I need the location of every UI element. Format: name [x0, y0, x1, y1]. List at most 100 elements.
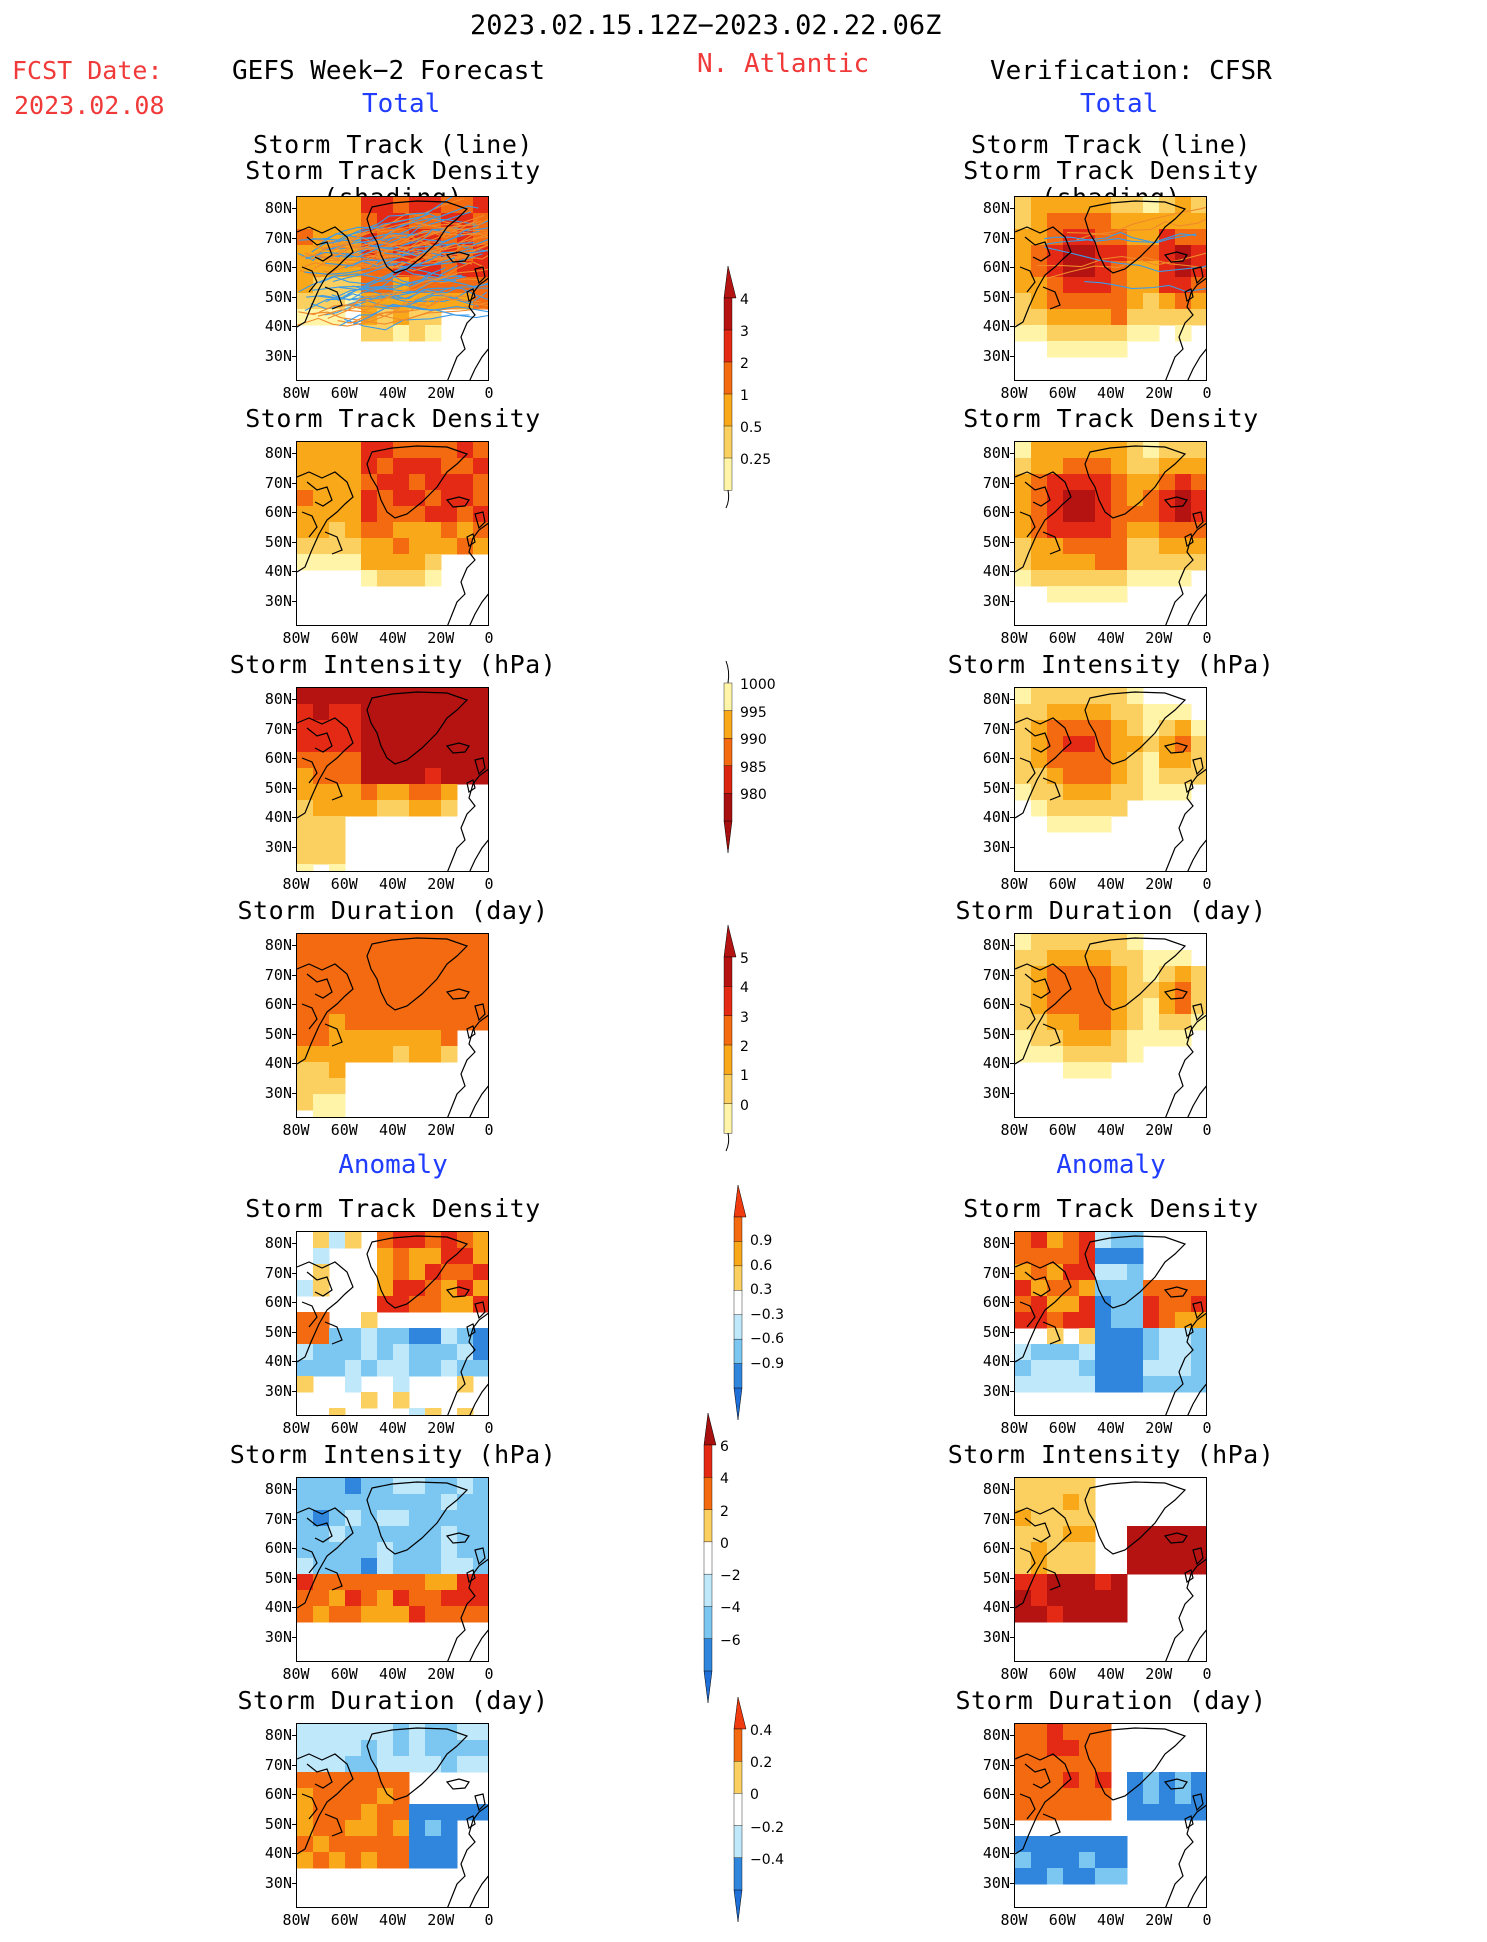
y-tick-label: 60N — [264, 1293, 292, 1311]
x-tick-label: 80W — [282, 384, 310, 402]
y-tick-mark — [292, 355, 296, 357]
colorbar-segment — [733, 1216, 743, 1242]
colorbar-label: 0.2 — [750, 1755, 773, 1772]
x-tick-label: 0 — [484, 1665, 494, 1683]
y-tick-label: 40N — [982, 1598, 1010, 1616]
x-tick-label: 40W — [378, 875, 407, 893]
y-tick-label: 50N — [982, 778, 1010, 797]
colorbar-segment — [723, 1074, 733, 1105]
y-tick-label: 60N — [264, 258, 292, 276]
colorbar-label: −6 — [720, 1632, 741, 1649]
y-tick-label: 80N — [264, 444, 292, 462]
y-tick-mark — [1010, 1853, 1014, 1854]
coastline-north-america — [297, 471, 354, 573]
colorbar-label: 1 — [740, 1068, 749, 1085]
y-tick-mark — [1010, 787, 1014, 789]
y-tick-label: 30N — [264, 1873, 292, 1892]
x-tick-label: 60W — [330, 629, 358, 647]
y-tick-label: 70N — [982, 228, 1010, 247]
panel-title-right-0: Storm Track (line) — [971, 130, 1251, 159]
y-tick-mark — [292, 1735, 296, 1736]
colorbar-label: 980 — [740, 787, 767, 804]
y-tick-label: 80N — [982, 1234, 1010, 1252]
y-tick-mark — [292, 1092, 296, 1094]
x-tick-label: 20W — [427, 1911, 455, 1929]
coastline-europe — [1165, 522, 1206, 625]
x-tick-label: 60W — [1048, 1665, 1076, 1683]
y-tick-label: 40N — [982, 562, 1010, 580]
colorbar-segment — [723, 682, 733, 712]
coastline-iceland — [1163, 1532, 1188, 1544]
y-tick-label: 60N — [982, 995, 1010, 1013]
map-right-density — [1014, 441, 1207, 626]
x-tick-label: 20W — [1145, 1911, 1173, 1929]
y-tick-mark — [1010, 1092, 1014, 1094]
y-tick-label: 50N — [264, 1024, 292, 1043]
map-right-duration — [1014, 933, 1207, 1118]
y-tick-label: 70N — [982, 1263, 1010, 1282]
x-tick-label: 40W — [1096, 629, 1125, 647]
coastline-iceland — [445, 251, 470, 263]
coastline-iceland — [445, 1532, 470, 1544]
y-tick-label: 70N — [264, 719, 292, 738]
y-tick-label: 30N — [264, 591, 292, 610]
y-tick-mark — [1010, 1636, 1014, 1638]
panel-title-right-5: Storm Intensity (hPa) — [947, 1440, 1275, 1469]
y-tick-mark — [1010, 817, 1014, 818]
colorbar-label: 0.25 — [740, 452, 772, 468]
panel-title-left-4: Storm Track Density — [245, 1194, 541, 1223]
colorbar-label: −0.4 — [750, 1851, 784, 1868]
y-tick-label: 80N — [982, 1480, 1010, 1498]
x-tick-label: 60W — [1048, 629, 1076, 647]
y-tick-mark — [292, 846, 296, 848]
coastline-greenland — [366, 445, 469, 519]
y-tick-mark — [292, 600, 296, 602]
y-tick-label: 40N — [982, 808, 1010, 826]
map-left-a-dens — [296, 1231, 489, 1416]
colorbar-segment — [733, 1760, 743, 1794]
x-tick-label: 40W — [378, 1419, 407, 1437]
x-tick-label: 40W — [1096, 1419, 1125, 1437]
y-tick-label: 70N — [982, 719, 1010, 738]
y-tick-mark — [292, 817, 296, 818]
y-tick-mark — [1010, 453, 1014, 454]
y-tick-mark — [292, 453, 296, 454]
coastline-north-america — [297, 717, 354, 819]
y-tick-mark — [292, 296, 296, 298]
y-tick-label: 60N — [982, 749, 1010, 767]
y-tick-label: 80N — [982, 199, 1010, 217]
x-tick-label: 80W — [282, 629, 310, 647]
left-model-title: GEFS Week−2 Forecast — [232, 56, 546, 86]
x-tick-label: 0 — [1202, 629, 1212, 647]
y-tick-mark — [1010, 846, 1014, 848]
x-tick-label: 60W — [330, 1419, 358, 1437]
y-tick-label: 60N — [264, 749, 292, 767]
colorbar-top-arrow — [733, 1184, 747, 1218]
y-tick-label: 30N — [982, 1873, 1010, 1892]
y-tick-mark — [1010, 1518, 1014, 1520]
coastline-europe — [1165, 1804, 1206, 1907]
coastline-north-america — [1015, 717, 1072, 819]
y-tick-label: 30N — [982, 1381, 1010, 1400]
y-tick-mark — [1010, 1577, 1014, 1579]
colorbar-segment — [723, 1044, 733, 1075]
colorbar-label: 6 — [720, 1439, 729, 1455]
y-tick-mark — [292, 208, 296, 209]
colorbar-segment — [733, 1825, 743, 1859]
colorbar-label: 0 — [740, 1097, 749, 1114]
colorbar-segment — [703, 1606, 713, 1640]
colorbar-segment — [733, 1338, 743, 1365]
coastline-iceland — [1163, 251, 1188, 263]
coastline-greenland — [1084, 691, 1187, 765]
coastline-europe — [447, 1558, 488, 1661]
y-tick-label: 50N — [982, 287, 1010, 306]
y-tick-label: 40N — [982, 317, 1010, 335]
y-tick-label: 80N — [264, 199, 292, 217]
y-tick-mark — [292, 1302, 296, 1303]
y-tick-label: 70N — [264, 228, 292, 247]
x-tick-label: 80W — [1000, 629, 1028, 647]
y-tick-mark — [1010, 974, 1014, 976]
colorbar-label: 3 — [740, 1009, 749, 1026]
y-tick-label: 60N — [264, 1785, 292, 1803]
y-tick-label: 30N — [982, 346, 1010, 365]
